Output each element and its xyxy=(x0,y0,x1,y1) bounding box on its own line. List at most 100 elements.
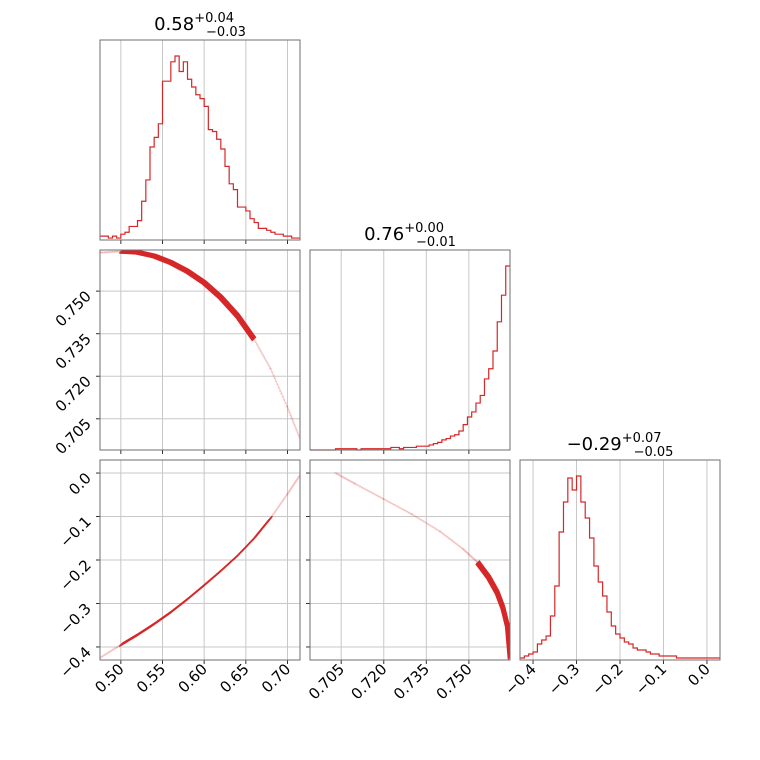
sample-point xyxy=(294,426,297,429)
panel-0-0 xyxy=(99,39,301,244)
tick-labels-group: 0.50 0.55 0.60 0.65 0.70 0.705 0.720 0.735 0.750… xyxy=(52,287,714,703)
sample-point xyxy=(268,366,272,370)
sample-point xyxy=(270,370,274,374)
contour-line xyxy=(476,562,510,659)
sample-point xyxy=(297,476,300,479)
sample-point xyxy=(351,481,355,484)
sample-point xyxy=(266,361,269,365)
sample-point xyxy=(422,520,425,523)
sample-point xyxy=(100,251,103,254)
sample-point xyxy=(396,505,399,508)
trend-line xyxy=(100,251,300,439)
sample-point xyxy=(269,367,273,371)
sample-point xyxy=(367,489,371,493)
sample-point xyxy=(457,544,460,547)
sample-point xyxy=(439,530,442,534)
sample-point xyxy=(455,542,459,546)
sample-point xyxy=(424,521,428,524)
sample-point xyxy=(267,364,271,367)
sample-point xyxy=(431,525,434,529)
y-tick-label: −0.4 xyxy=(56,643,94,681)
x-tick-label: −0.3 xyxy=(545,660,583,698)
x-tick-label: 0.65 xyxy=(216,660,252,696)
sample-point xyxy=(292,421,295,424)
sample-point xyxy=(386,500,390,503)
panel-2-0 xyxy=(96,459,301,664)
sample-point xyxy=(413,514,416,518)
sample-point xyxy=(288,489,291,493)
sample-point xyxy=(290,486,293,490)
sample-point xyxy=(466,552,470,555)
panel-content xyxy=(100,474,300,660)
sample-point xyxy=(274,380,278,383)
sample-point xyxy=(115,646,118,649)
sample-point xyxy=(281,395,285,399)
sample-point xyxy=(286,492,289,496)
sample-point xyxy=(407,511,411,514)
histogram-param-0 xyxy=(100,55,300,239)
sample-point xyxy=(463,548,466,552)
x-tick-label: −0.2 xyxy=(588,660,626,698)
y-tick-label: −0.1 xyxy=(56,513,94,551)
panel-frame xyxy=(309,459,511,661)
sample-point xyxy=(334,471,337,475)
sample-point xyxy=(255,342,259,346)
sample-point xyxy=(293,482,296,485)
sample-point xyxy=(284,401,287,405)
sample-point xyxy=(263,357,267,360)
sample-point xyxy=(376,494,380,498)
sample-point xyxy=(277,505,281,508)
sample-point xyxy=(285,493,289,497)
sample-point xyxy=(117,250,120,253)
sample-point xyxy=(356,483,359,487)
panel-frame xyxy=(99,459,301,661)
sample-point xyxy=(262,354,265,358)
sample-point xyxy=(335,472,339,476)
sample-point xyxy=(442,533,446,536)
x-tick-label: 0.60 xyxy=(175,660,211,696)
sample-point xyxy=(346,478,350,482)
sample-point xyxy=(435,528,439,531)
y-tick-label: 0.750 xyxy=(52,287,95,330)
sample-point xyxy=(117,645,120,648)
sample-point xyxy=(402,508,406,512)
sample-point xyxy=(444,534,448,538)
sample-point xyxy=(258,347,261,351)
trend-line xyxy=(335,472,510,658)
x-tick-label: 0.705 xyxy=(305,660,348,703)
x-tick-label: 0.720 xyxy=(347,660,390,703)
sample-point xyxy=(428,524,432,527)
contour-line xyxy=(121,250,256,340)
sample-point xyxy=(291,485,294,488)
sample-point xyxy=(278,389,282,392)
contour-line xyxy=(119,251,254,341)
sample-point xyxy=(287,491,290,494)
sample-point xyxy=(108,650,112,653)
title-param-0: 0.58+0.04 −0.03 xyxy=(154,11,246,40)
sample-point xyxy=(103,250,107,254)
sample-point xyxy=(410,513,414,516)
sample-point xyxy=(105,250,108,254)
sample-point xyxy=(102,654,105,658)
sample-point xyxy=(474,559,477,562)
sample-point xyxy=(468,554,472,557)
contour-line xyxy=(118,518,270,648)
y-tick-label: 0.0 xyxy=(65,469,95,499)
sample-point xyxy=(293,423,296,427)
sample-point xyxy=(294,480,297,484)
sample-point xyxy=(441,531,444,535)
x-tick-label: 0.735 xyxy=(390,660,433,703)
panel-frame xyxy=(99,39,301,241)
title-param-1: 0.76+0.00 −0.01 xyxy=(364,221,456,250)
contour-line xyxy=(119,252,254,342)
sample-point xyxy=(286,406,289,409)
contour-line xyxy=(121,516,273,645)
contour-line xyxy=(122,250,257,339)
sample-point xyxy=(112,648,115,651)
sample-point xyxy=(274,508,278,512)
sample-point xyxy=(260,352,264,355)
panel-content xyxy=(100,250,300,439)
sample-point xyxy=(469,555,473,558)
sample-point xyxy=(358,485,362,488)
sample-point xyxy=(338,474,342,477)
